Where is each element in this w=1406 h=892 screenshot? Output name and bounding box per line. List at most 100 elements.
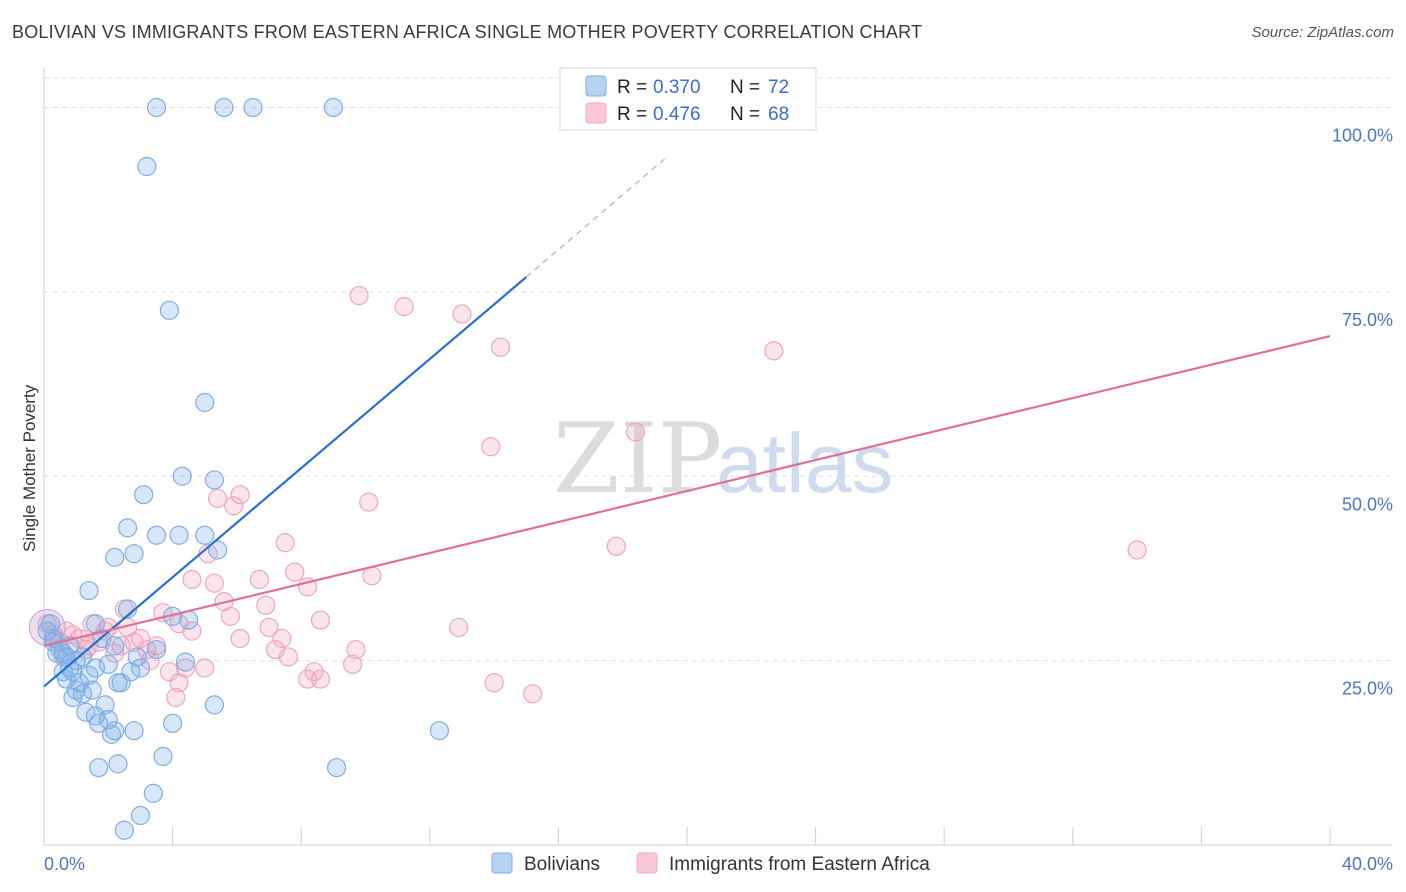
eastern-africa-point [764, 341, 784, 361]
chart-title: BOLIVIAN VS IMMIGRANTS FROM EASTERN AFRI… [12, 22, 923, 42]
eastern-africa-point [224, 496, 244, 516]
bolivians-point [179, 610, 199, 630]
eastern-africa-point [259, 617, 279, 638]
eastern-africa-point [169, 673, 189, 693]
bolivians-point [105, 721, 125, 741]
eastern-africa-point [1127, 540, 1147, 560]
legend-r-value-pink: 0.476 [653, 104, 701, 125]
chart-source: Source: ZipAtlas.com [1251, 24, 1394, 41]
bolivians-point [121, 662, 141, 682]
y-axis-label: Single Mother Poverty [20, 384, 39, 552]
eastern-africa-point [220, 606, 241, 626]
y-tick-label: 100.0% [1332, 126, 1393, 146]
bolivians-point [159, 300, 179, 320]
bolivians-point [105, 547, 125, 567]
bolivians-point [117, 518, 138, 538]
eastern-africa-point [304, 662, 324, 682]
legend-box: R = 0.370 N = 72 R = 0.476 N = 68 [559, 67, 817, 131]
bolivians-point [72, 647, 93, 667]
eastern-africa-point [230, 485, 250, 505]
bolivians-point [134, 485, 154, 505]
bolivians-point [204, 470, 224, 490]
eastern-africa-point [346, 639, 366, 660]
x-tick-label-min: 0.0% [44, 854, 85, 874]
bolivians-point [114, 820, 134, 840]
tick-labels: 25.0% 50.0% 75.0% 100.0% 0.0% 40.0% [44, 126, 1393, 875]
bolivians-point [60, 658, 80, 678]
bolivians-point [163, 713, 183, 733]
bolivians-point [137, 156, 157, 177]
legend-swatch-blue [585, 75, 607, 97]
eastern-africa-point [343, 654, 363, 674]
bolivians-point [208, 540, 228, 560]
bolivians-trend-line [43, 276, 527, 688]
bottom-legend-eastern-africa: Immigrants from Eastern Africa [669, 854, 930, 875]
bolivians-point [175, 652, 196, 672]
bolivians-point [37, 621, 57, 641]
legend-n-label-pink: N = [730, 104, 760, 125]
bolivians-point [214, 97, 234, 118]
eastern-africa-point [182, 621, 202, 641]
watermark-zip: ZIP [553, 403, 722, 515]
eastern-africa-point [182, 569, 202, 590]
bottom-legend-swatch-pink [636, 852, 658, 874]
eastern-africa-point [230, 628, 250, 649]
eastern-africa-point [310, 610, 331, 630]
eastern-africa-point [275, 533, 295, 553]
bolivians-point [85, 658, 106, 678]
bolivians-point [146, 639, 167, 660]
bolivians-point [108, 754, 128, 774]
bolivians-point [172, 466, 192, 486]
eastern-africa-point [625, 422, 646, 442]
bolivians-point [195, 525, 215, 545]
bolivians-point [146, 97, 167, 118]
eastern-africa-point [452, 304, 472, 324]
y-tick-label: 50.0% [1342, 494, 1393, 514]
eastern-africa-point [310, 669, 331, 689]
eastern-africa-point [272, 628, 292, 649]
eastern-africa-point [166, 687, 186, 708]
axes [43, 68, 1392, 846]
eastern-africa-point [111, 636, 131, 656]
eastern-africa-point [124, 632, 144, 652]
eastern-africa-point [523, 684, 543, 704]
y-tick-label: 75.0% [1342, 310, 1393, 330]
bolivians-point [63, 687, 83, 708]
eastern-africa-point [204, 573, 224, 593]
eastern-africa-point [140, 651, 160, 671]
eastern-africa-point [208, 488, 228, 508]
bolivians-point [130, 658, 151, 678]
bottom-legend: Bolivians Immigrants from Eastern Africa [491, 852, 930, 875]
bolivians-point [326, 757, 347, 778]
eastern-africa-point [130, 628, 151, 649]
eastern-africa-trend-line [43, 335, 1331, 647]
bolivians-point [130, 805, 151, 826]
trend-lines [43, 158, 1331, 688]
bolivians-point [124, 721, 144, 741]
bolivians-point [204, 695, 224, 715]
eastern-africa-point [449, 617, 469, 638]
eastern-africa-point [159, 662, 179, 682]
eastern-africa-point [606, 536, 626, 556]
bolivians-point [76, 702, 96, 722]
eastern-africa-point [278, 647, 298, 667]
bolivians-point [72, 684, 93, 704]
bolivians-point [323, 97, 343, 118]
bolivians-point [79, 580, 99, 601]
x-tick-label-max: 40.0% [1342, 854, 1393, 874]
bolivians-point [105, 636, 125, 656]
eastern-africa-point [285, 562, 305, 582]
eastern-africa-point [481, 437, 501, 457]
bottom-legend-bolivians: Bolivians [524, 854, 600, 875]
bolivians-point [243, 97, 263, 118]
legend-n-value-pink: 68 [768, 104, 789, 125]
legend-r-label-blue: R = [617, 77, 647, 98]
bolivians-point [195, 392, 215, 413]
bolivians-point [98, 654, 118, 674]
legend-r-label-pink: R = [617, 104, 647, 125]
bottom-legend-swatch-blue [491, 852, 513, 874]
bolivians-point [146, 525, 167, 545]
series-bolivians-points [37, 97, 450, 840]
eastern-africa-point [490, 337, 511, 357]
